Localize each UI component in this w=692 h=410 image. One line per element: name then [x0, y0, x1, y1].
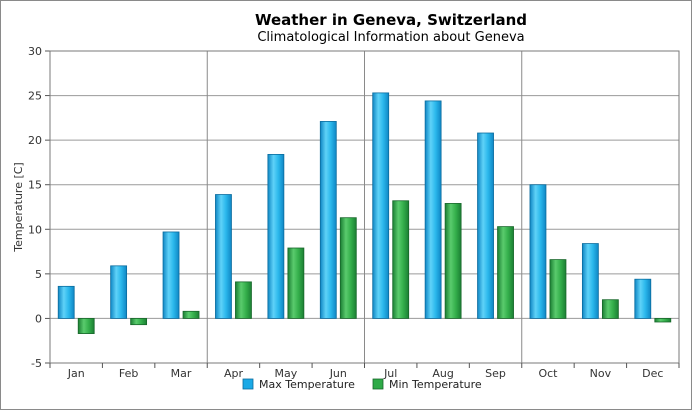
- y-tick-label: 25: [28, 90, 42, 103]
- chart-subtitle: Climatological Information about Geneva: [257, 30, 524, 45]
- bar-min-temperature: [182, 310, 200, 319]
- legend: Max Temperature Min Temperature: [242, 378, 482, 391]
- bar-max-temperature: [57, 285, 75, 319]
- bar-max-temperature: [110, 265, 128, 319]
- bars-group: [57, 92, 672, 334]
- bar-min-temperature: [77, 318, 95, 334]
- x-tick-labels: Jan Feb Mar Apr May Jun Jul Aug Sep Oct Nov Dec: [67, 367, 664, 380]
- bar-min-temperature: [392, 200, 410, 319]
- bar-min-temperature: [601, 299, 619, 319]
- bar-min-temperature: [339, 217, 357, 319]
- y-tick-label: 30: [28, 45, 42, 58]
- bar-max-temperature: [634, 278, 652, 319]
- y-tick-label: 5: [35, 268, 42, 281]
- legend-swatch-min: [372, 378, 384, 390]
- bar-min-temperature: [235, 281, 252, 319]
- legend-swatch-max: [242, 378, 254, 390]
- x-tick-label: Feb: [119, 367, 138, 380]
- y-tick-label: 10: [28, 223, 42, 236]
- y-tick-label: 0: [35, 312, 42, 325]
- x-tick-label: Mar: [171, 367, 192, 380]
- bar-max-temperature: [424, 100, 442, 319]
- bar-min-temperature: [549, 259, 567, 319]
- bar-min-temperature: [130, 318, 148, 326]
- y-axis-label: Temperature [C]: [12, 162, 25, 252]
- x-tick-label: Oct: [538, 367, 558, 380]
- bar-max-temperature: [215, 194, 232, 319]
- bar-max-temperature: [477, 132, 494, 319]
- bar-max-temperature: [581, 243, 599, 319]
- y-tick-label: 15: [28, 179, 42, 192]
- chart-title: Weather in Geneva, Switzerland: [255, 11, 527, 29]
- x-tick-label: Jan: [67, 367, 85, 380]
- bar-max-temperature: [372, 92, 390, 319]
- x-tick-label: Sep: [485, 367, 506, 380]
- x-tick-label: Dec: [642, 367, 663, 380]
- y-tick-labels: -5 0 5 10 15 20 25 30: [28, 45, 42, 370]
- x-tick-label: Apr: [224, 367, 244, 380]
- legend-label-min: Min Temperature: [389, 378, 482, 391]
- bar-min-temperature: [287, 247, 305, 319]
- bar-max-temperature: [162, 231, 180, 319]
- bar-max-temperature: [319, 121, 337, 319]
- y-tick-label: -5: [31, 357, 42, 370]
- x-tick-label: Jun: [329, 367, 347, 380]
- y-tick-label: 20: [28, 134, 42, 147]
- bar-max-temperature: [267, 154, 285, 319]
- legend-label-max: Max Temperature: [259, 378, 355, 391]
- bar-min-temperature: [654, 318, 672, 323]
- x-tick-label: Nov: [590, 367, 612, 380]
- axes: [45, 50, 680, 368]
- x-tick-label: Aug: [432, 367, 453, 380]
- bar-min-temperature: [444, 203, 462, 319]
- x-tick-label: May: [275, 367, 298, 380]
- bar-max-temperature: [529, 184, 547, 319]
- bar-min-temperature: [497, 226, 514, 319]
- x-tick-label: Jul: [383, 367, 397, 380]
